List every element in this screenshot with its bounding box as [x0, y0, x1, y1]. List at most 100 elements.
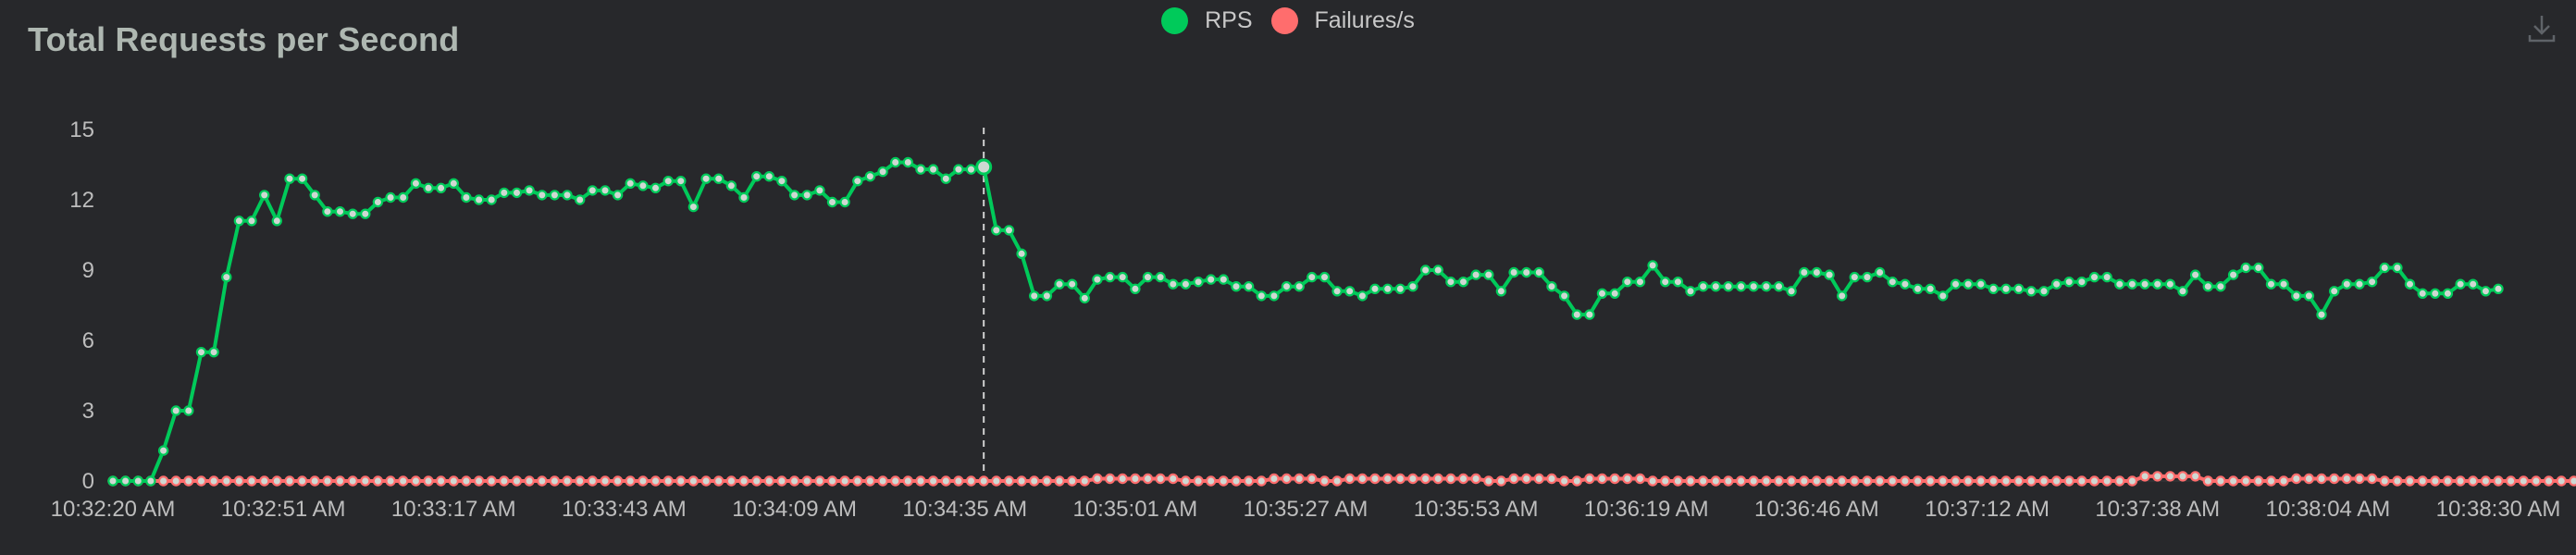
failures-data-point [233, 475, 245, 487]
failures-data-point [2442, 475, 2454, 487]
rps-data-point [1432, 265, 1443, 276]
rps-data-point [1862, 271, 1873, 283]
failures-data-point [2063, 475, 2074, 487]
rps-data-point [2189, 269, 2201, 280]
rps-data-point [1887, 277, 1899, 288]
x-tick-label: 10:35:01 AM [1072, 497, 1197, 522]
failures-data-point [1748, 475, 1759, 487]
failures-data-point [183, 475, 194, 487]
x-tick-label: 10:33:17 AM [391, 497, 516, 522]
failures-data-point [2341, 473, 2352, 485]
rps-data-point [2291, 290, 2302, 302]
rps-data-point [2038, 286, 2050, 297]
rps-data-point [1824, 269, 1835, 280]
rps-data-point [1495, 286, 1507, 297]
rps-data-point [965, 164, 977, 175]
legend-item-rps[interactable]: RPS [1161, 7, 1253, 34]
rps-data-point [663, 175, 674, 187]
failures-data-point [423, 475, 434, 487]
rps-data-point [2493, 283, 2504, 294]
failures-data-point [1369, 473, 1381, 485]
failures-data-point [2151, 471, 2163, 482]
rps-data-point [2164, 278, 2176, 290]
rps-data-point [1558, 290, 1570, 302]
rps-data-point [2240, 262, 2251, 274]
rps-data-point [2265, 278, 2277, 290]
failures-data-point [1028, 475, 1040, 487]
rps-data-point [1356, 290, 1368, 302]
rps-data-point [975, 158, 993, 176]
failures-data-point [2480, 475, 2492, 487]
rps-data-point [1142, 271, 1154, 283]
failures-data-point [1218, 475, 1230, 487]
failures-data-point [587, 475, 599, 487]
rps-data-point [587, 185, 599, 196]
legend-item-failures[interactable]: Failures/s [1270, 7, 1415, 34]
failures-data-point [1193, 475, 1204, 487]
failures-data-point [473, 475, 485, 487]
rps-data-point [991, 225, 1002, 236]
rps-data-point [1104, 271, 1116, 283]
rps-data-point [1546, 281, 1557, 292]
rps-data-point [2076, 277, 2087, 288]
rps-data-point [2114, 278, 2125, 290]
rps-data-point [1407, 281, 1418, 292]
failures-data-point [2531, 475, 2542, 487]
failures-data-point [1231, 475, 1242, 487]
y-tick-label: 3 [82, 399, 94, 424]
x-tick-label: 10:34:09 AM [732, 497, 857, 522]
failures-data-point [284, 475, 295, 487]
rps-data-point [940, 173, 952, 184]
failures-data-point [2253, 475, 2264, 487]
rps-data-point [1117, 271, 1128, 283]
rps-data-point [1041, 290, 1053, 302]
failures-series-line [113, 474, 2576, 483]
rps-data-point [1520, 266, 1532, 278]
failures-data-point [1622, 473, 1633, 485]
rps-data-point [915, 164, 926, 175]
failures-data-point [2101, 475, 2112, 487]
failures-data-point [1571, 475, 1583, 487]
failures-data-point [1407, 473, 1418, 485]
rps-data-point [334, 205, 346, 217]
failures-data-point [1243, 475, 1255, 487]
rps-data-point [1723, 281, 1734, 292]
rps-data-point [1672, 277, 1684, 288]
failures-data-point [1723, 475, 1734, 487]
failures-data-point [776, 475, 787, 487]
rps-data-point [499, 187, 510, 199]
rps-data-point [839, 196, 850, 208]
download-icon[interactable] [2526, 13, 2557, 44]
failures-data-point [1419, 473, 1431, 485]
failures-data-point [1470, 473, 1481, 485]
rps-data-point [284, 173, 295, 184]
rps-data-point [2480, 286, 2492, 297]
failures-data-point [763, 475, 775, 487]
rps-data-point [1092, 274, 1103, 285]
rps-data-point [271, 216, 282, 227]
failures-data-point [687, 475, 700, 487]
rps-data-point [1369, 283, 1381, 294]
failures-data-point [1912, 475, 1924, 487]
failures-data-point [2114, 475, 2125, 487]
failures-data-point [2227, 475, 2239, 487]
rps-data-point [1533, 266, 1545, 278]
failures-data-point [575, 475, 586, 487]
rps-data-point [852, 175, 863, 187]
rps-series-line [113, 160, 2499, 483]
rps-data-point [1950, 278, 1962, 290]
failures-data-point [1508, 473, 1519, 485]
failures-data-point [2215, 475, 2226, 487]
failures-data-point [2278, 475, 2289, 487]
failures-data-point [524, 475, 535, 487]
failures-data-point [1104, 473, 1116, 485]
rps-data-point [322, 205, 333, 217]
failures-data-point [1003, 475, 1015, 487]
rps-data-point [2417, 288, 2428, 299]
failures-data-point [2012, 475, 2025, 487]
legend-swatch-rps [1161, 7, 1189, 34]
rps-data-point [902, 156, 914, 168]
failures-data-point [1457, 473, 1469, 485]
failures-data-point [2265, 475, 2277, 487]
failures-data-point [801, 475, 812, 487]
